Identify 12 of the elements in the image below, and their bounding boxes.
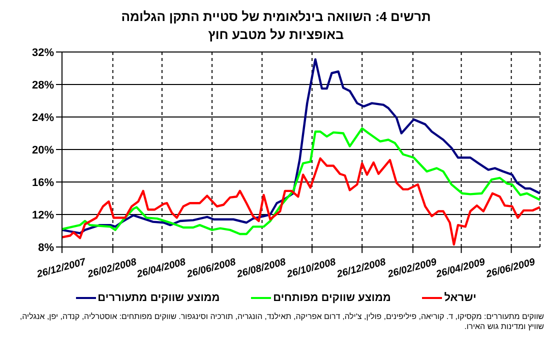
legend-label: ממוצע שווקים מתעוררים <box>98 292 220 304</box>
y-tick-label: 32% <box>32 46 54 59</box>
chart-title: תרשים 4: השוואה בינלאומית של סטיית התקן הגלומה באופציות על מטבע חוץ <box>120 8 432 44</box>
legend-label: ממוצע שווקים מפותחים <box>273 292 391 304</box>
y-tick-label: 24% <box>32 112 54 124</box>
legend-label: ישראל <box>444 292 476 304</box>
y-tick-label: 16% <box>32 176 54 189</box>
text: שווקים מתעוררים: מקסיקו, ד. קוריאה, פיליפינים, פולין, צ'ילה, דרום אפריקה, תאילנד, הונגריה, תורכיה וסינגפור. שווקים מפותחים: אוסטרליה, קנדה, יפן, אנגליה, שוויץ ומדינות גוש האירו. <box>18 312 544 332</box>
y-tick-label: 8% <box>38 242 54 254</box>
y-tick-label: 20% <box>32 144 54 156</box>
y-tick-label: 28% <box>32 79 54 92</box>
y-tick-label: 12% <box>32 209 54 222</box>
